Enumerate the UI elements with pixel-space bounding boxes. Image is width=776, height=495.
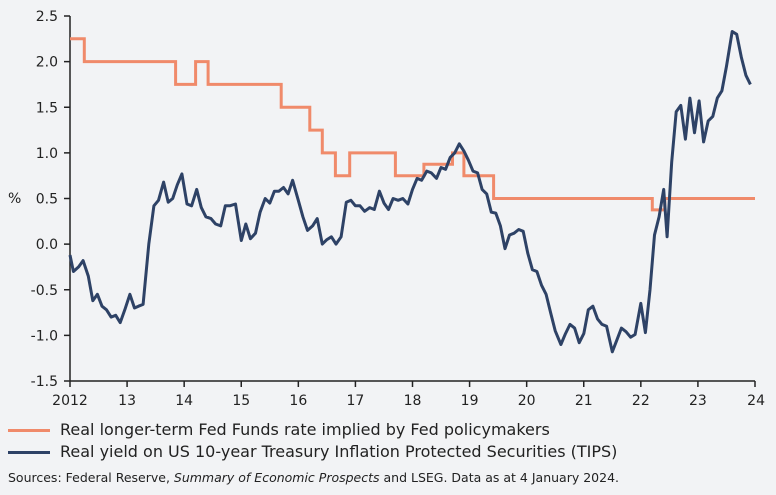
x-tick-label: 13	[118, 393, 136, 409]
source-suffix: and LSEG. Data as at 4 January 2024.	[379, 470, 620, 485]
y-axis-label: %	[8, 191, 21, 207]
y-tick-label: -1.0	[31, 328, 58, 344]
legend-label-tips: Real yield on US 10-year Treasury Inflat…	[60, 442, 618, 461]
x-tick-label: 21	[575, 393, 593, 409]
y-axis-ticks: 2.5 2.0 1.5 1.0 0.5 0.0 -0.5 -1.0 -1.5	[31, 9, 70, 390]
x-tick-label: 15	[232, 393, 250, 409]
legend-swatch-fed-funds	[8, 428, 50, 432]
x-tick-label: 16	[289, 393, 307, 409]
y-tick-label: -1.5	[31, 374, 58, 390]
y-tick-label: 2.0	[36, 55, 58, 71]
x-tick-label: 19	[461, 393, 479, 409]
x-tick-label: 14	[175, 393, 193, 409]
y-tick-label: -0.5	[31, 283, 58, 299]
y-tick-label: 0.5	[36, 192, 58, 208]
y-tick-label: 1.5	[36, 100, 58, 116]
y-tick-label: 1.0	[36, 146, 58, 162]
legend-item-tips: Real yield on US 10-year Treasury Inflat…	[8, 441, 617, 463]
legend-swatch-tips	[8, 450, 50, 454]
y-tick-label: 2.5	[36, 9, 58, 25]
source-note: Sources: Federal Reserve, Summary of Eco…	[8, 470, 619, 485]
x-tick-label: 2012	[52, 393, 88, 409]
source-prefix: Sources: Federal Reserve,	[8, 470, 174, 485]
x-tick-label: 22	[632, 393, 650, 409]
series-line-fed-funds	[70, 37, 755, 212]
x-tick-label: 20	[518, 393, 536, 409]
series-line-tips	[68, 30, 752, 354]
x-tick-label: 18	[404, 393, 422, 409]
legend: Real longer-term Fed Funds rate implied …	[8, 419, 617, 463]
legend-label-fed-funds: Real longer-term Fed Funds rate implied …	[60, 420, 550, 439]
x-axis-ticks: 2012 13 14 15 16 17 18 19 20 21 22 23 24	[52, 381, 765, 409]
y-tick-label: 0.0	[36, 237, 58, 253]
source-italic: Summary of Economic Prospects	[173, 470, 380, 485]
x-tick-label: 24	[747, 393, 765, 409]
x-tick-label: 17	[347, 393, 365, 409]
line-chart: 2.5 2.0 1.5 1.0 0.5 0.0 -0.5 -1.0 -1.5 2012 13 14 1…	[8, 9, 765, 409]
x-tick-label: 23	[689, 393, 707, 409]
legend-item-fed-funds: Real longer-term Fed Funds rate implied …	[8, 419, 617, 441]
